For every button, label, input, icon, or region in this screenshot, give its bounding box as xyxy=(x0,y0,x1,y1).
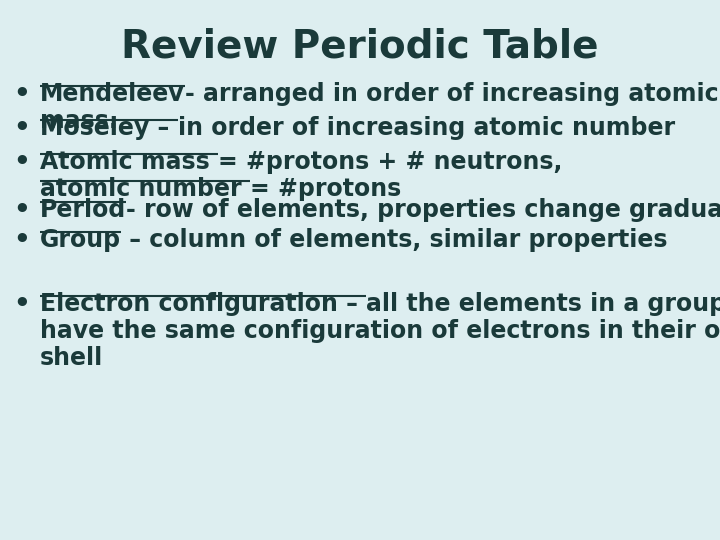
Text: •: • xyxy=(14,116,30,142)
Text: •: • xyxy=(14,82,30,108)
Text: Moseley –: Moseley – xyxy=(40,116,178,140)
Text: shell: shell xyxy=(40,346,103,370)
Text: - row of elements, properties change gradually: - row of elements, properties change gra… xyxy=(126,198,720,222)
Text: Group: Group xyxy=(40,228,121,252)
Text: Period: Period xyxy=(40,198,126,222)
Text: atomic number: atomic number xyxy=(40,177,250,201)
Text: •: • xyxy=(14,292,30,318)
Text: - arranged in order of increasing atomic: - arranged in order of increasing atomic xyxy=(184,82,719,106)
Text: •: • xyxy=(14,198,30,224)
Text: in order of increasing atomic number: in order of increasing atomic number xyxy=(178,116,675,140)
Text: Mendeleev: Mendeleev xyxy=(40,82,184,106)
Text: mass.: mass. xyxy=(40,109,118,133)
Text: Electron configuration –: Electron configuration – xyxy=(40,292,366,316)
Text: = #protons + # neutrons,: = #protons + # neutrons, xyxy=(218,150,562,174)
Text: have the same configuration of electrons in their outer: have the same configuration of electrons… xyxy=(40,319,720,343)
Text: •: • xyxy=(14,150,30,176)
Text: Review Periodic Table: Review Periodic Table xyxy=(121,27,599,65)
Text: – column of elements, similar properties: – column of elements, similar properties xyxy=(121,228,667,252)
Text: Atomic mass: Atomic mass xyxy=(40,150,218,174)
Text: = #protons: = #protons xyxy=(250,177,401,201)
Text: all the elements in a group: all the elements in a group xyxy=(366,292,720,316)
Text: •: • xyxy=(14,228,30,254)
